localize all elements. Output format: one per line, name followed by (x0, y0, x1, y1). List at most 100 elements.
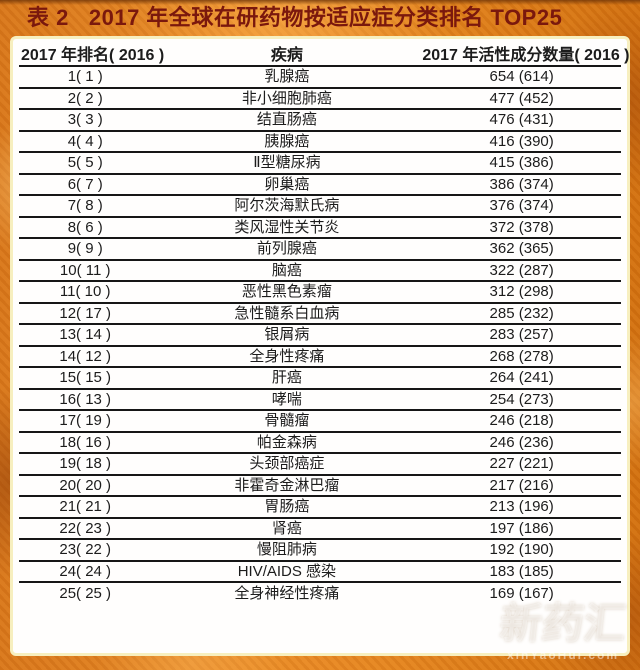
figure-title-text: 2017 年全球在研药物按适应症分类排名 TOP25 (88, 5, 563, 30)
cell-disease: 卵巢癌 (151, 173, 423, 196)
cell-count: 183 (185) (422, 560, 621, 583)
table-row: 7( 8 ) 阿尔茨海默氏病 376 (374) (19, 195, 621, 218)
cell-rank: 3( 3 ) (19, 109, 152, 132)
cell-rank: 24( 24 ) (19, 560, 152, 583)
table-row: 6( 7 ) 卵巢癌 386 (374) (19, 173, 621, 196)
cell-count: 285 (232) (422, 302, 621, 325)
cell-count: 254 (273) (422, 388, 621, 411)
cell-disease: 非霍奇金淋巴瘤 (151, 474, 423, 497)
cell-count: 227 (221) (422, 453, 621, 476)
cell-rank: 7( 8 ) (19, 195, 152, 218)
cell-count: 283 (257) (422, 324, 621, 347)
table-row: 14( 12 ) 全身性疼痛 268 (278) (19, 345, 621, 368)
table-row: 12( 17 ) 急性髓系白血病 285 (232) (19, 302, 621, 325)
table-row: 13( 14 ) 银屑病 283 (257) (19, 324, 621, 347)
cell-count: 416 (390) (422, 130, 621, 153)
cell-disease: 前列腺癌 (151, 238, 423, 261)
cell-count: 322 (287) (422, 259, 621, 282)
cell-disease: 慢阻肺病 (151, 539, 423, 562)
table-row: 24( 24 ) HIV/AIDS 感染 183 (185) (19, 560, 621, 583)
cell-disease: 结直肠癌 (151, 109, 423, 132)
cell-disease: 胃肠癌 (151, 496, 423, 519)
cell-disease: 哮喘 (151, 388, 423, 411)
table-row: 2( 2 ) 非小细胞肺癌 477 (452) (19, 87, 621, 110)
cell-rank: 6( 7 ) (19, 173, 152, 196)
table-row: 20( 20 ) 非霍奇金淋巴瘤 217 (216) (19, 474, 621, 497)
cell-rank: 14( 12 ) (19, 345, 152, 368)
table-panel: 2017 年排名( 2016 ) 疾病 2017 年活性成分数量( 2016 )… (10, 36, 630, 656)
cell-count: 197 (186) (422, 517, 621, 540)
table-body: 1( 1 ) 乳腺癌 654 (614) 2( 2 ) 非小细胞肺癌 477 (452) 3… (19, 66, 621, 604)
table-row: 3( 3 ) 结直肠癌 476 (431) (19, 109, 621, 132)
cell-disease: 头颈部癌症 (151, 453, 423, 476)
cell-disease: 全身神经性疼痛 (234, 584, 340, 602)
table-row: 17( 19 ) 骨髓瘤 246 (218) (19, 410, 621, 433)
table-row: 21( 21 ) 胃肠癌 213 (196) (19, 496, 621, 519)
cell-count: 268 (278) (422, 345, 621, 368)
cell-count: 477 (452) (422, 87, 621, 110)
ranking-table: 2017 年排名( 2016 ) 疾病 2017 年活性成分数量( 2016 )… (19, 41, 630, 604)
cell-count: 386 (374) (422, 173, 621, 196)
cell-count: 362 (365) (422, 238, 621, 261)
cell-rank: 9( 9 ) (19, 238, 152, 261)
table-row: 19( 18 ) 头颈部癌症 227 (221) (19, 453, 621, 476)
table-row: 1( 1 ) 乳腺癌 654 (614) (19, 66, 621, 89)
cell-rank: 12( 17 ) (19, 302, 152, 325)
cell-rank: 4( 4 ) (19, 130, 152, 153)
cell-disease: 阿尔茨海默氏病 (151, 195, 423, 218)
cell-count: 169 (167) (489, 584, 554, 602)
cell-rank: 10( 11 ) (19, 259, 152, 282)
cell-rank: 21( 21 ) (19, 496, 152, 519)
cell-rank: 17( 19 ) (19, 410, 152, 433)
cell-disease: 恶性黑色素瘤 (151, 281, 423, 304)
cell-count: 312 (298) (422, 281, 621, 304)
table-row: 9( 9 ) 前列腺癌 362 (365) (19, 238, 621, 261)
table-row: 15( 15 ) 肝癌 264 (241) (19, 367, 621, 390)
table-row: 23( 22 ) 慢阻肺病 192 (190) (19, 539, 621, 562)
header-rank: 2017 年排名( 2016 ) (19, 41, 164, 67)
cell-disease: 脑癌 (151, 259, 423, 282)
cell-rank: 20( 20 ) (19, 474, 152, 497)
cell-disease: 类风湿性关节炎 (151, 216, 423, 239)
cell-count: 654 (614) (422, 66, 621, 89)
cell-count: 213 (196) (422, 496, 621, 519)
cell-rank: 11( 10 ) (19, 281, 152, 304)
cell-disease: 骨髓瘤 (151, 410, 423, 433)
cell-count: 415 (386) (422, 152, 621, 175)
cell-rank: 16( 13 ) (19, 388, 152, 411)
cell-count: 264 (241) (422, 367, 621, 390)
cell-rank: 25( 25 ) (59, 584, 112, 602)
cell-rank: 2( 2 ) (19, 87, 152, 110)
cell-rank: 18( 16 ) (19, 431, 152, 454)
table-row: 10( 11 ) 脑癌 322 (287) (19, 259, 621, 282)
cell-disease: 非小细胞肺癌 (151, 87, 423, 110)
cell-rank: 5( 5 ) (19, 152, 152, 175)
cell-disease: 肝癌 (151, 367, 423, 390)
cell-disease: Ⅱ型糖尿病 (151, 152, 423, 175)
cell-disease: 乳腺癌 (151, 66, 423, 89)
cell-disease: 急性髓系白血病 (151, 302, 423, 325)
header-count: 2017 年活性成分数量( 2016 ) (422, 41, 630, 67)
table-row: 4( 4 ) 胰腺癌 416 (390) (19, 130, 621, 153)
table-row: 18( 16 ) 帕金森病 246 (236) (19, 431, 621, 454)
cell-rank: 1( 1 ) (19, 66, 152, 89)
table-row: 25( 25 ) 全身神经性疼痛 169 (167) (19, 582, 621, 604)
cell-disease: 帕金森病 (151, 431, 423, 454)
table-row: 8( 6 ) 类风湿性关节炎 372 (378) (19, 216, 621, 239)
cell-rank: 23( 22 ) (19, 539, 152, 562)
cell-disease: 全身性疼痛 (151, 345, 423, 368)
cell-disease: 银屑病 (151, 324, 423, 347)
cell-disease: HIV/AIDS 感染 (151, 560, 423, 583)
header-row: 2017 年排名( 2016 ) 疾病 2017 年活性成分数量( 2016 ) (19, 41, 630, 67)
cell-rank: 22( 23 ) (19, 517, 152, 540)
cell-rank: 8( 6 ) (19, 216, 152, 239)
table-row: 22( 23 ) 肾癌 197 (186) (19, 517, 621, 540)
header-disease: 疾病 (151, 41, 423, 67)
cell-count: 476 (431) (422, 109, 621, 132)
cell-disease: 肾癌 (151, 517, 423, 540)
figure-title: 表 2 2017 年全球在研药物按适应症分类排名 TOP25 (27, 3, 562, 33)
cell-disease: 胰腺癌 (151, 130, 423, 153)
cell-count: 217 (216) (422, 474, 621, 497)
cell-count: 192 (190) (422, 539, 621, 562)
table-row: 16( 13 ) 哮喘 254 (273) (19, 388, 621, 411)
